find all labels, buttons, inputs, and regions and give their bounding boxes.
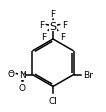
Text: F: F: [41, 33, 46, 42]
Text: F: F: [50, 10, 56, 18]
Text: O: O: [7, 69, 14, 78]
Text: N: N: [19, 70, 25, 79]
Text: Cl: Cl: [49, 96, 57, 105]
Text: O: O: [19, 83, 26, 92]
Text: F: F: [39, 21, 44, 30]
Text: S: S: [49, 21, 57, 31]
Text: F: F: [60, 33, 65, 42]
Text: F: F: [62, 21, 67, 30]
Text: +: +: [22, 70, 26, 75]
Text: Br: Br: [83, 70, 93, 79]
Text: −: −: [9, 69, 14, 74]
